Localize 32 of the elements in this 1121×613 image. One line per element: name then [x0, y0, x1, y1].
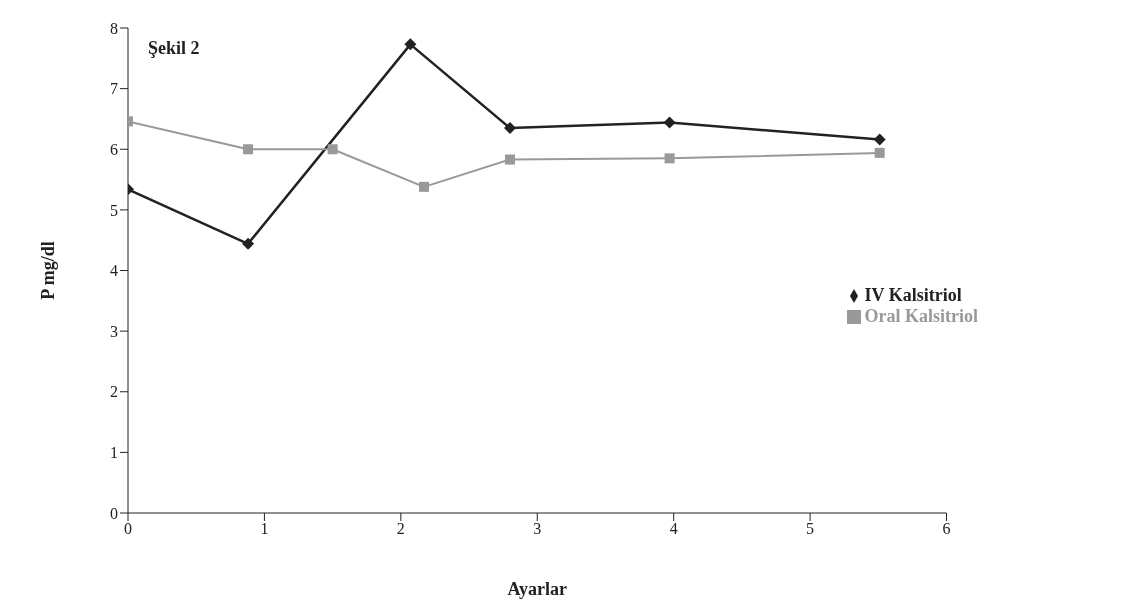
point: [873, 133, 886, 146]
point: [242, 237, 255, 250]
y-tick-label: 8: [110, 19, 118, 37]
point: [504, 154, 515, 165]
y-tick-label: 4: [110, 262, 118, 280]
x-axis-title: Ayarlar: [507, 579, 568, 599]
point: [503, 122, 516, 135]
x-tick-label: 3: [533, 520, 542, 538]
x-tick-label: 4: [669, 520, 678, 538]
x-tick-label: 6: [942, 520, 951, 538]
y-tick-label: 7: [110, 80, 118, 98]
x-tick-label: 2: [396, 520, 405, 538]
x-tick-label: 1: [260, 520, 269, 538]
y-axis-title: P mg/dl: [38, 241, 59, 300]
point: [419, 181, 430, 192]
x-tick-label: 0: [124, 520, 132, 538]
y-tick-label: 0: [110, 504, 118, 522]
y-tick-label: 2: [110, 383, 118, 401]
legend-label: IV Kalsitriol: [864, 284, 962, 305]
point: [874, 147, 885, 158]
y-tick-label: 6: [110, 140, 118, 158]
point: [327, 144, 338, 155]
legend-label: Oral Kalsitriol: [864, 305, 978, 326]
annotation: Şekil 2: [148, 38, 200, 59]
x-tick-label: 5: [806, 520, 815, 538]
point: [243, 144, 254, 155]
point: [663, 116, 676, 129]
y-tick-label: 5: [110, 201, 118, 219]
point: [404, 38, 417, 51]
point: [664, 153, 675, 164]
y-tick-label: 3: [110, 322, 118, 340]
y-tick-label: 1: [110, 444, 118, 462]
